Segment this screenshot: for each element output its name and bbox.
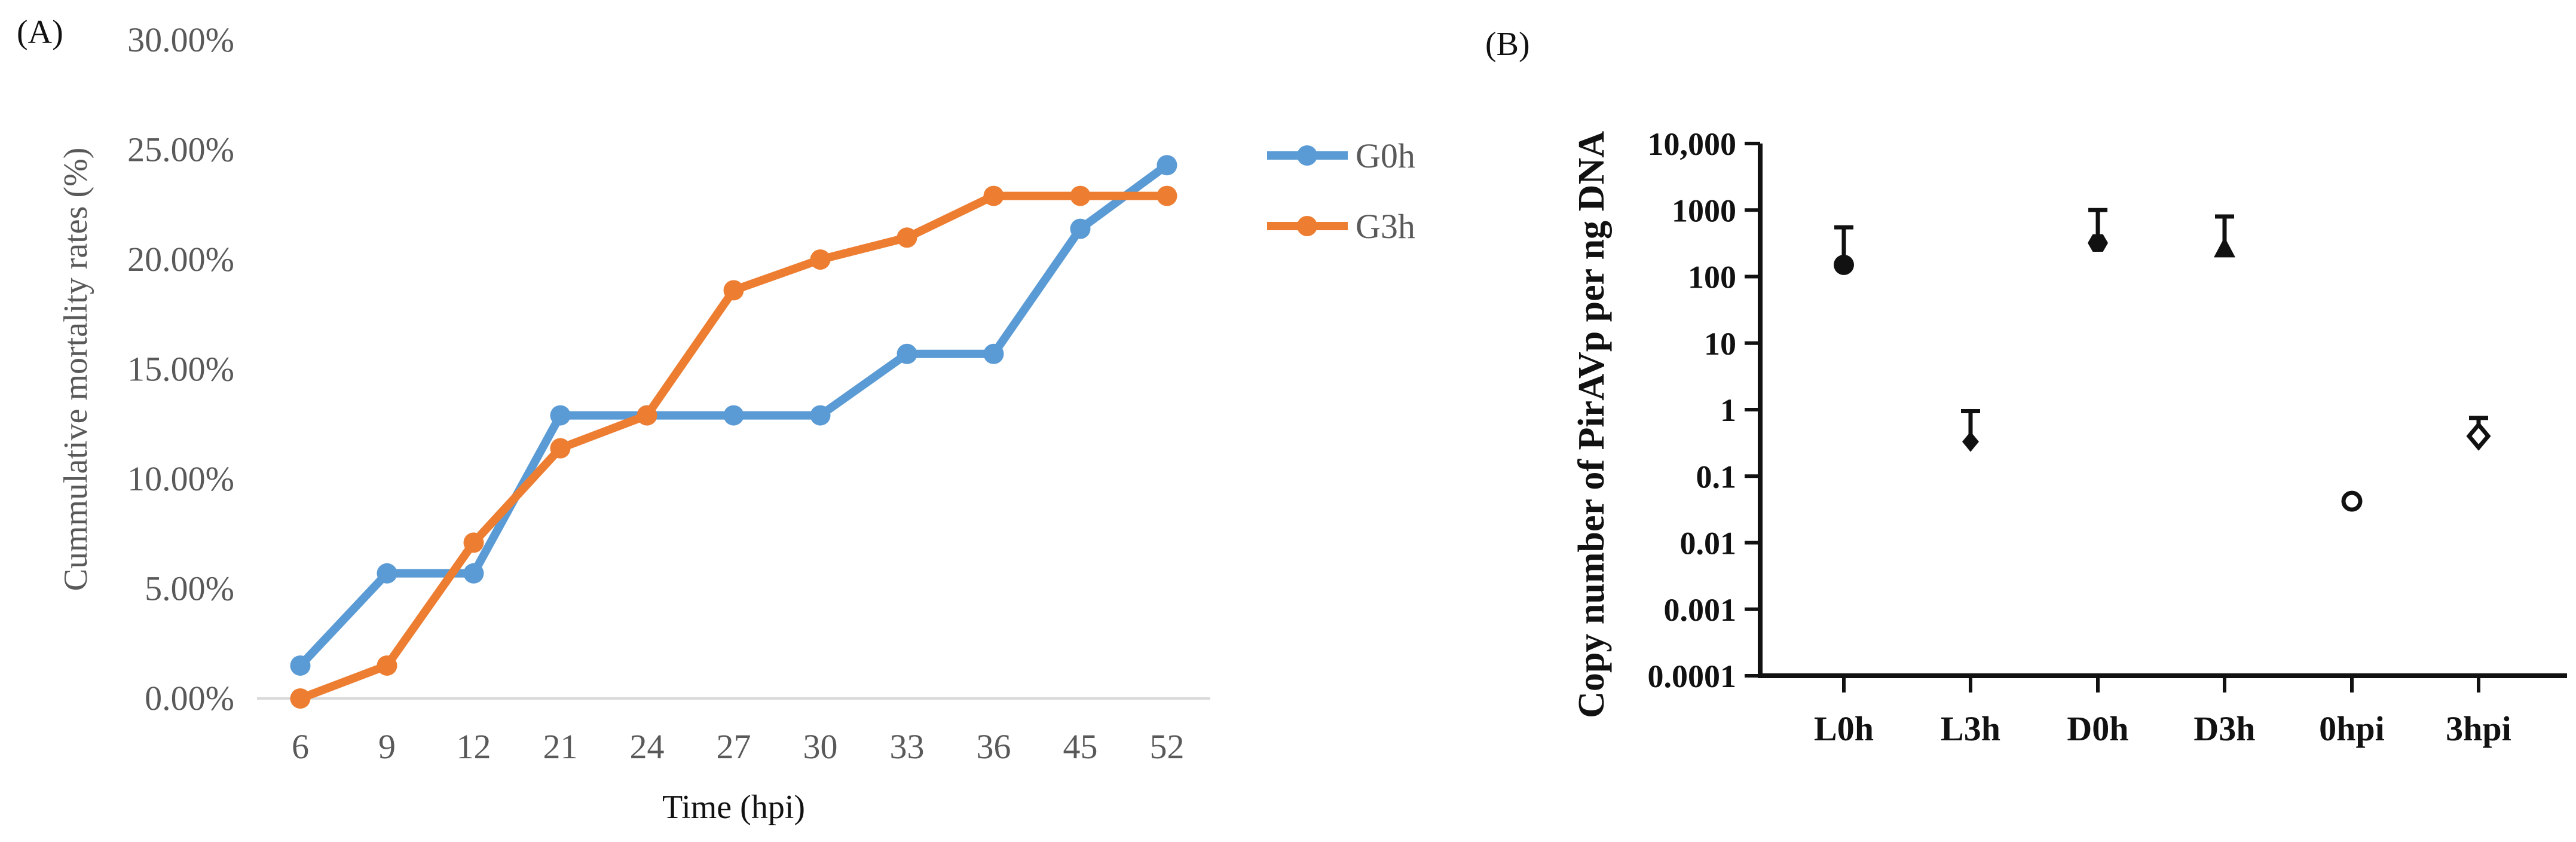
x-tick-label-a: 27	[717, 727, 751, 766]
legend-label-g3h: G3h	[1356, 207, 1415, 246]
x-axis-label-a: Time (hpi)	[662, 789, 805, 826]
x-tick-label-a: 12	[457, 727, 491, 766]
y-tick-label-b: 1000	[1672, 193, 1736, 228]
marker-d0h	[2088, 234, 2108, 252]
data-point-g3h	[1157, 185, 1177, 206]
y-tick-label-a: 30.00%	[127, 20, 234, 59]
data-point-g3h	[637, 405, 657, 426]
y-tick-label-b: 0.01	[1680, 526, 1737, 562]
x-tick-label-a: 6	[292, 727, 309, 766]
data-point-g3h	[290, 688, 311, 709]
legend-marker-g3h	[1297, 216, 1317, 236]
copy-number-scatter-chart: 10,000 1000 100 10 1 0.1 0.01 0.001 0.0001 L0h L3…	[1571, 126, 2567, 748]
x-tick-label-a: 24	[630, 727, 665, 766]
y-tick-label-a: 15.00%	[127, 350, 234, 389]
mortality-line-chart: 0.00% 5.00% 10.00% 15.00% 20.00% 25.00% 30.00%…	[57, 20, 1415, 826]
y-tick-label-b: 10	[1704, 326, 1736, 362]
x-tick-label-a: 9	[378, 727, 396, 766]
data-point-g0h	[463, 563, 484, 584]
data-point-g0h	[897, 343, 917, 364]
data-point-g0h	[550, 405, 571, 426]
x-tick-label-b: D3h	[2193, 709, 2255, 748]
marker-l0h	[1834, 254, 1854, 275]
x-tick-label-a: 33	[890, 727, 925, 766]
x-tick-label-a: 52	[1150, 727, 1185, 766]
marker-3hpi	[2466, 421, 2491, 451]
legend-marker-g0h	[1297, 145, 1317, 166]
y-tick-label-b: 10,000	[1648, 126, 1737, 162]
x-tick-label-a: 45	[1063, 727, 1098, 766]
y-tick-label-a: 20.00%	[127, 240, 234, 279]
marker-l3h	[1962, 431, 1979, 452]
x-tick-label-b: L0h	[1814, 709, 1874, 748]
y-tick-label-b: 100	[1688, 260, 1736, 295]
x-tick-label-b: D0h	[2067, 709, 2128, 748]
data-point-g0h	[983, 343, 1004, 364]
data-point-g0h	[1070, 218, 1091, 239]
x-tick-label-a: 21	[543, 727, 578, 766]
data-point-g3h	[377, 655, 397, 676]
data-point-g3h	[810, 249, 831, 270]
x-tick-label-a: 36	[977, 727, 1011, 766]
data-point-g3h	[723, 280, 744, 301]
data-point-g3h	[1070, 185, 1091, 206]
y-tick-label-a: 25.00%	[127, 130, 234, 169]
y-tick-label-a: 0.00%	[145, 679, 234, 718]
data-point-g0h	[810, 405, 831, 426]
y-tick-label-b: 1	[1720, 392, 1736, 428]
panel-b-label: (B)	[1485, 26, 1530, 63]
panel-a-label: (A)	[17, 14, 63, 51]
data-point-g0h	[1157, 155, 1177, 176]
marker-0hpi	[2341, 490, 2363, 512]
data-point-g3h	[463, 532, 484, 553]
y-axis-label-a: Cummulative mortality rates (%)	[57, 148, 94, 591]
y-tick-label-b: 0.1	[1696, 459, 1737, 495]
x-tick-label-b: 3hpi	[2446, 709, 2511, 748]
x-tick-label-a: 30	[803, 727, 838, 766]
y-tick-label-b: 0.001	[1664, 592, 1737, 628]
data-point-g3h	[897, 227, 917, 248]
data-point-g0h	[723, 405, 744, 426]
y-tick-label-b: 0.0001	[1648, 658, 1737, 694]
legend-label-g0h: G0h	[1356, 136, 1415, 175]
data-point-g3h	[983, 185, 1004, 206]
series-line-g3h	[299, 191, 1167, 703]
data-point-g3h	[550, 438, 571, 459]
x-tick-label-b: L3h	[1941, 709, 2000, 748]
y-tick-label-a: 5.00%	[145, 569, 234, 608]
data-point-g0h	[377, 563, 397, 584]
legend: G0h G3h	[1267, 136, 1415, 246]
marker-d3h	[2214, 237, 2235, 258]
x-tick-label-b: 0hpi	[2319, 709, 2385, 748]
y-tick-label-a: 10.00%	[127, 459, 234, 498]
y-axis-label-b: Copy number of PirAVp per ng DNA	[1571, 131, 1612, 718]
data-point-g0h	[290, 655, 311, 676]
